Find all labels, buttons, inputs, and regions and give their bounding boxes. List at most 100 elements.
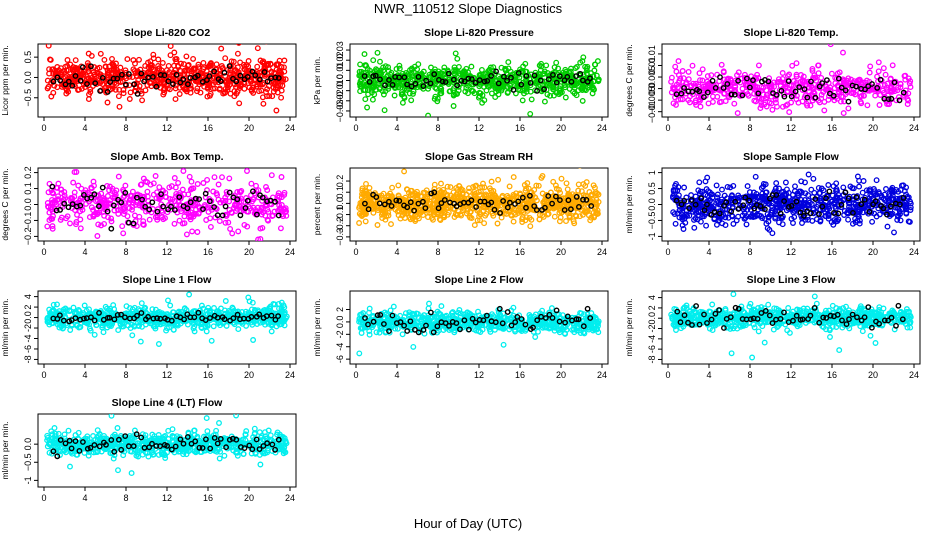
scatter-point xyxy=(758,96,765,103)
scatter-point xyxy=(889,62,896,69)
scatter-point xyxy=(111,63,118,70)
reference-point xyxy=(523,73,530,79)
reference-point xyxy=(777,210,784,217)
scatter-point xyxy=(523,214,530,221)
reference-point xyxy=(897,201,903,208)
scatter-point xyxy=(266,93,273,100)
scatter-point xyxy=(527,88,534,95)
scatter-point xyxy=(542,196,548,203)
scatter-point xyxy=(169,196,176,203)
scatter-point xyxy=(183,53,190,60)
scatter-point xyxy=(236,44,242,46)
scatter-point xyxy=(71,169,78,176)
scatter-point xyxy=(594,58,601,65)
scatter-point xyxy=(283,212,290,219)
scatter-point xyxy=(732,77,739,84)
scatter-point xyxy=(55,196,62,203)
reference-point xyxy=(701,94,707,101)
scatter-point xyxy=(818,211,825,218)
reference-point xyxy=(249,68,256,75)
reference-point xyxy=(531,72,538,79)
scatter-point xyxy=(793,60,800,67)
scatter-point xyxy=(404,186,411,193)
scatter-point xyxy=(124,56,131,63)
scatter-point xyxy=(898,182,905,189)
reference-point xyxy=(158,191,165,198)
scatter-point xyxy=(362,218,369,225)
y-tick-label: −0.01 xyxy=(335,79,345,102)
reference-point xyxy=(275,212,282,219)
scatter-point xyxy=(126,96,133,102)
scatter-point xyxy=(793,71,800,78)
scatter-point xyxy=(104,99,111,106)
scatter-point xyxy=(155,63,162,69)
reference-point xyxy=(72,73,79,79)
reference-point xyxy=(194,72,201,79)
reference-point xyxy=(180,76,187,83)
scatter-point xyxy=(815,184,822,191)
scatter-point xyxy=(72,57,79,64)
scatter-point xyxy=(493,88,500,95)
reference-point xyxy=(762,206,768,213)
scatter-point xyxy=(593,202,600,208)
reference-point xyxy=(484,78,491,84)
scatter-point xyxy=(746,189,753,196)
scatter-point xyxy=(181,86,188,93)
reference-point xyxy=(842,87,849,94)
scatter-point xyxy=(871,210,878,217)
scatter-point xyxy=(691,204,698,211)
scatter-point xyxy=(124,213,131,220)
reference-point xyxy=(692,201,699,208)
reference-point xyxy=(131,81,137,88)
scatter-point xyxy=(113,203,120,210)
reference-point xyxy=(553,193,559,200)
reference-point xyxy=(146,206,153,213)
reference-point xyxy=(704,201,710,208)
scatter-point xyxy=(136,202,143,209)
y-tick-label: -2 xyxy=(23,324,33,332)
scatter-point xyxy=(426,209,433,216)
scatter-point xyxy=(231,68,238,75)
scatter-point xyxy=(109,55,115,62)
reference-point xyxy=(896,97,903,104)
scatter-point xyxy=(281,191,288,198)
scatter-point xyxy=(241,221,248,228)
scatter-point xyxy=(579,58,586,65)
y-tick-label: 0.1 xyxy=(23,182,33,195)
scatter-point xyxy=(867,63,874,70)
scatter-point xyxy=(558,175,565,182)
scatter-point xyxy=(593,72,600,79)
scatter-point xyxy=(674,187,681,194)
scatter-point xyxy=(494,220,501,227)
scatter-point xyxy=(99,81,106,88)
scatter-point xyxy=(714,194,721,201)
scatter-point xyxy=(215,181,222,188)
scatter-point xyxy=(579,87,586,94)
y-tick-label: 0.5 xyxy=(647,182,657,195)
scatter-point xyxy=(204,85,211,92)
scatter-point xyxy=(96,70,102,77)
reference-point xyxy=(735,206,742,212)
scatter-point xyxy=(391,92,398,99)
scatter-point xyxy=(558,204,565,210)
scatter-point xyxy=(827,87,834,94)
scatter-point xyxy=(188,209,195,216)
reference-point xyxy=(788,202,795,209)
scatter-point xyxy=(49,189,56,196)
scatter-point xyxy=(370,57,377,64)
scatter-point xyxy=(144,188,151,195)
scatter-point xyxy=(142,178,149,185)
scatter-point xyxy=(907,207,914,213)
scatter-point xyxy=(154,216,161,223)
y-tick-label: 0.0 xyxy=(335,197,345,210)
scatter-point xyxy=(382,88,389,95)
scatter-point xyxy=(758,83,765,90)
scatter-point xyxy=(702,178,709,185)
reference-point xyxy=(495,80,502,87)
reference-point xyxy=(206,198,213,205)
scatter-point xyxy=(478,66,485,73)
scatter-point xyxy=(276,57,283,64)
reference-point xyxy=(381,201,388,208)
reference-point xyxy=(861,196,868,203)
